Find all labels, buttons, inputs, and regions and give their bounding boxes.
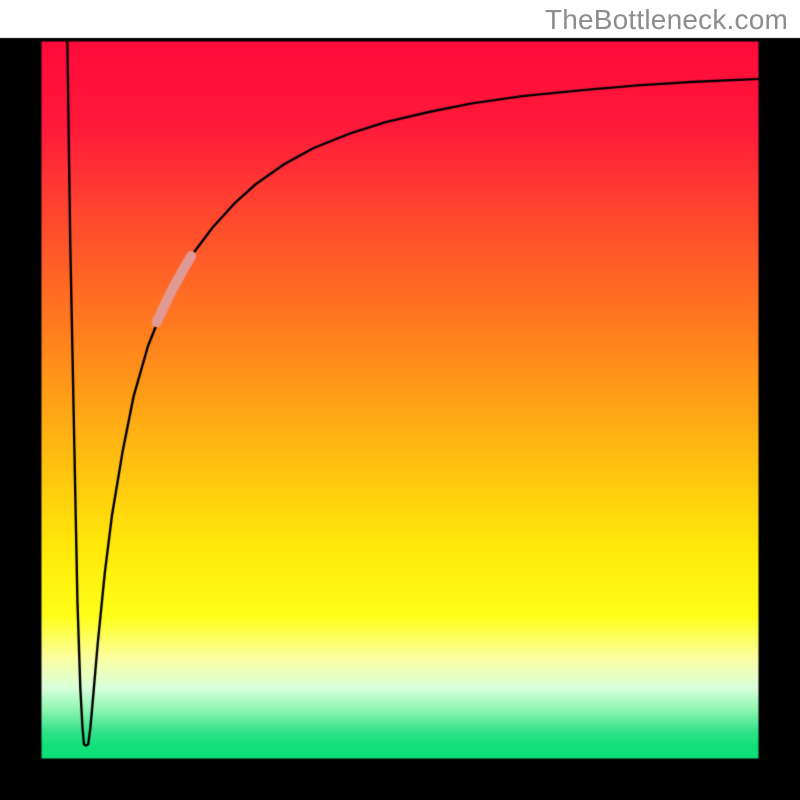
bottleneck-curve-canvas [0, 0, 800, 800]
chart-container: TheBottleneck.com [0, 0, 800, 800]
watermark-label: TheBottleneck.com [545, 4, 788, 36]
